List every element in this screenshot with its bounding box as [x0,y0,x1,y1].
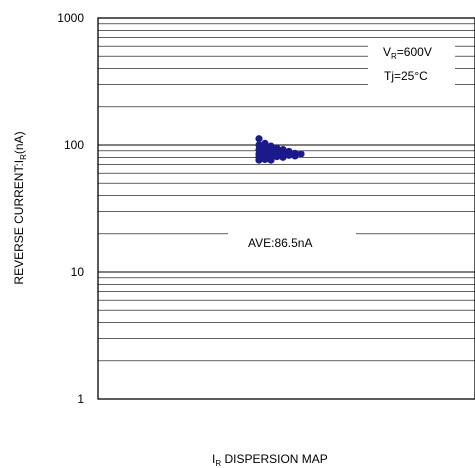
data-point [267,156,275,164]
data-point [261,155,269,164]
vr-label-bg [368,40,455,62]
y-tick-label: 1 [77,392,84,406]
x-axis-label: IR DISPERSION MAP [212,452,328,468]
ave-label-bg [228,226,356,258]
data-point [285,151,293,159]
vr-annotation: VR=600V [383,45,432,61]
data-point [297,150,305,158]
tj-annotation: Tj=25°C [384,69,428,83]
data-point [279,153,287,161]
data-points [255,135,305,164]
y-tick-label: 100 [64,138,84,152]
ave-annotation: AVE:86.5nA [248,236,313,250]
y-axis-label: REVERSE CURRENT:IR(nA) [12,131,28,284]
y-tick-label: 1000 [57,11,84,25]
y-tick-label: 10 [71,265,85,279]
y-tick-labels: 1000 100 10 1 [57,11,84,406]
plot-frame [97,17,475,400]
data-point [291,152,299,160]
tj-label-bg [368,64,455,88]
data-point [255,156,263,164]
data-point [255,135,263,143]
data-point [273,153,281,161]
